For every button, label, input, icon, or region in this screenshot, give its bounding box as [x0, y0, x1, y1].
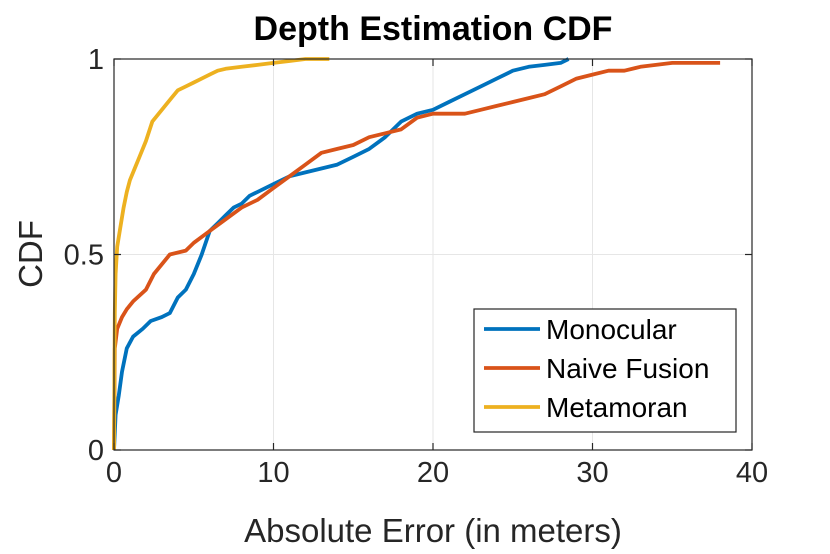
x-tick-label: 0 — [106, 457, 122, 489]
grid-lines — [114, 59, 752, 450]
series-line-monocular — [112, 57, 570, 451]
x-tick-label: 10 — [257, 457, 289, 489]
series-layer — [112, 57, 721, 451]
x-axis-label: Absolute Error (in meters) — [244, 512, 622, 549]
legend-label-monocular: Monocular — [546, 314, 677, 345]
legend-label-metamoran: Metamoran — [546, 392, 688, 423]
x-tick-label: 30 — [576, 457, 608, 489]
chart-title: Depth Estimation CDF — [254, 10, 613, 48]
y-tick-label: 0.5 — [64, 240, 104, 272]
legend: Monocular Naive Fusion Metamoran — [473, 308, 737, 433]
y-axis-label: CDF — [12, 220, 49, 288]
series-line-naive-fusion — [112, 61, 721, 451]
legend-label-naive-fusion: Naive Fusion — [546, 353, 709, 384]
y-tick-label: 1 — [88, 44, 104, 76]
series-line-metamoran — [112, 57, 330, 451]
y-tick-label: 0 — [88, 435, 104, 467]
x-tick-label: 40 — [736, 457, 768, 489]
tick-layer: 0 10 20 30 40 0 0.5 1 — [64, 44, 768, 489]
x-tick-label: 20 — [417, 457, 449, 489]
